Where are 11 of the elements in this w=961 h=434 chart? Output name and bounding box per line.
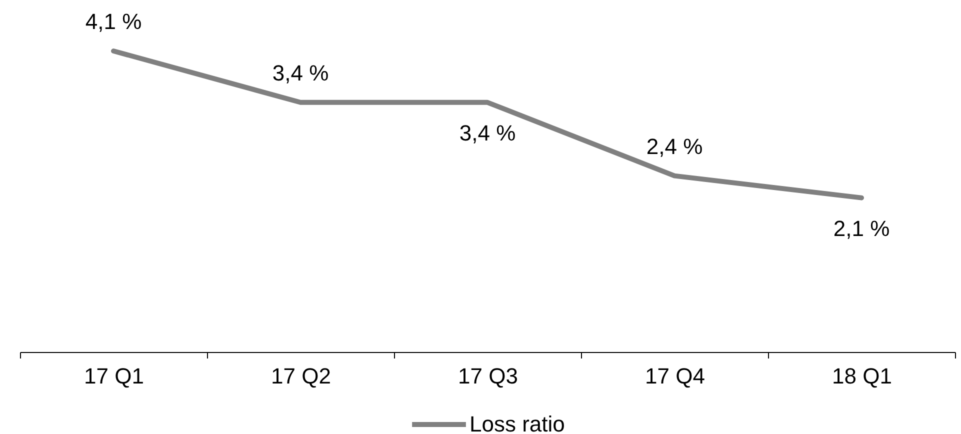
x-tick-label: 17 Q2 (271, 364, 331, 388)
data-label: 4,1 % (85, 9, 142, 34)
data-label: 3,4 % (272, 60, 329, 86)
data-label: 2,4 % (646, 134, 703, 159)
data-label: 3,4 % (459, 120, 516, 146)
x-tick-label: 17 Q4 (645, 364, 705, 388)
data-label: 2,1 % (833, 216, 890, 241)
x-tick-label: 18 Q1 (832, 364, 892, 388)
x-tick-label: 17 Q3 (458, 364, 518, 388)
legend-label: Loss ratio (470, 412, 565, 434)
x-tick-label: 17 Q1 (84, 364, 144, 388)
